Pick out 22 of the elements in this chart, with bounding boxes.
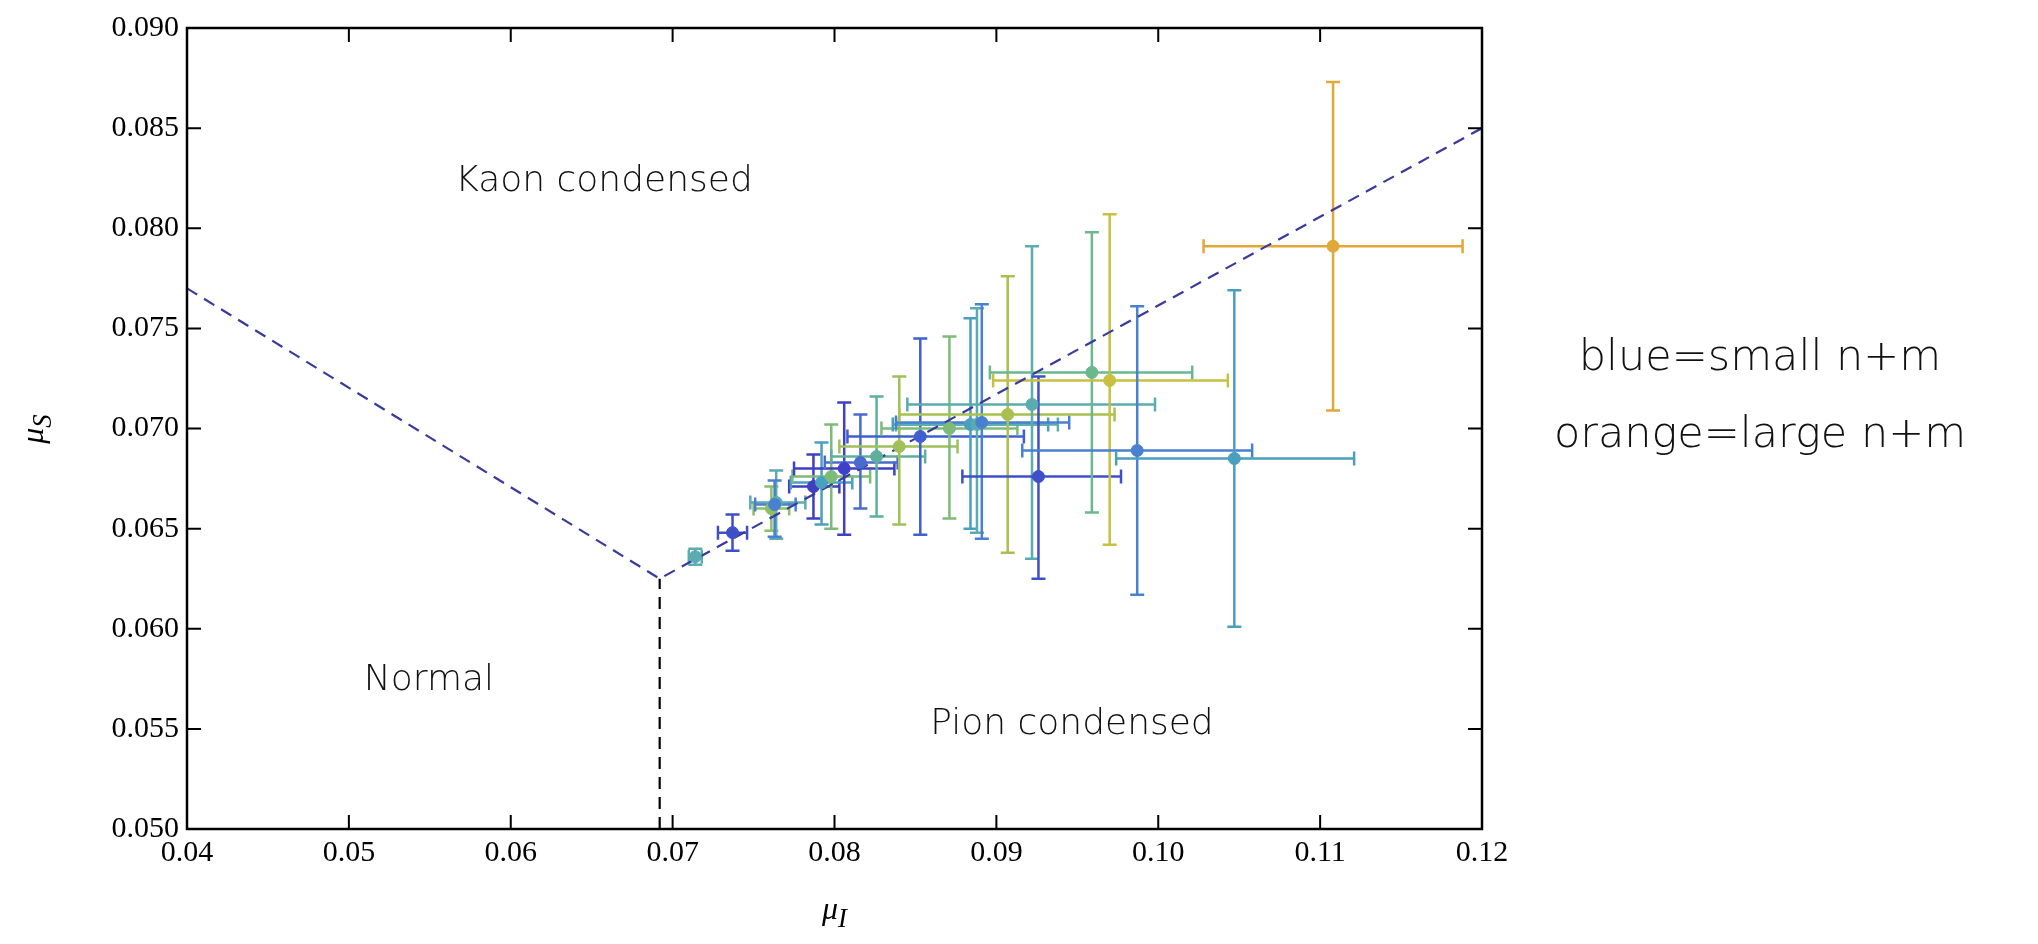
x-tick-label: 0.05 — [322, 833, 376, 867]
text: blue=small n+m — [1578, 330, 1942, 380]
x-axis-title: μ$_{I}$ — [822, 890, 847, 934]
annotation: Pion condensed — [930, 700, 1214, 742]
x-tick-label: 0.07 — [646, 833, 699, 867]
text: orange=large n+m — [1553, 407, 1967, 457]
y-tick-label: 0.090 — [111, 8, 179, 42]
y-tick-label: 0.055 — [111, 709, 179, 743]
x-tick-label: 0.11 — [1294, 833, 1346, 867]
y-tick-label: 0.080 — [111, 209, 179, 243]
y-tick-label: 0.065 — [111, 509, 179, 543]
x-tick-label: 0.10 — [1132, 833, 1185, 867]
y-tick-label: 0.075 — [111, 309, 179, 343]
x-tick-label: 0.12 — [1455, 833, 1509, 867]
x-tick-label: 0.09 — [970, 833, 1023, 867]
x-tick-label: 0.08 — [808, 833, 861, 867]
y-tick-label: 0.085 — [111, 109, 179, 142]
annotation: Normal — [363, 656, 495, 698]
x-tick-label: 0.06 — [484, 833, 537, 867]
annotation: Kaon condensed — [455, 157, 753, 199]
y-tick-label: 0.070 — [111, 409, 179, 443]
y-tick-label: 0.060 — [111, 609, 179, 643]
